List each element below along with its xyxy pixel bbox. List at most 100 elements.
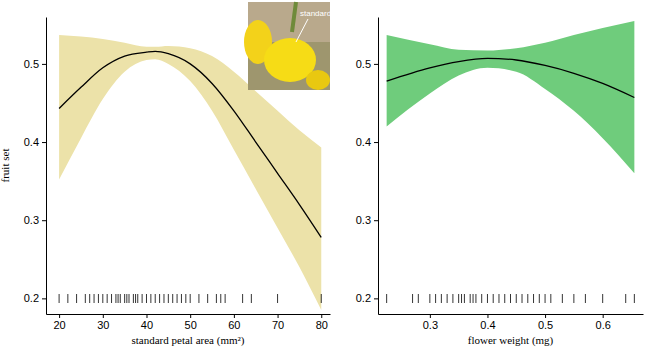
tick: 70 xyxy=(272,314,284,331)
rug-tick xyxy=(550,294,551,303)
rug-tick xyxy=(190,294,191,303)
y-axis-title: fruit set xyxy=(0,149,11,183)
rug-tick xyxy=(85,294,86,303)
confidence-band xyxy=(59,35,321,310)
plot-area xyxy=(387,21,635,303)
tick: 20 xyxy=(53,314,65,331)
rug-tick xyxy=(277,294,278,303)
rug-tick xyxy=(510,294,511,303)
tick-mark xyxy=(487,314,488,318)
rug-tick xyxy=(452,294,453,303)
rug-tick xyxy=(118,294,119,303)
rug-tick xyxy=(516,294,517,303)
rug-tick xyxy=(137,294,138,303)
rug-tick xyxy=(464,294,465,303)
tick: 0.6 xyxy=(596,314,611,331)
tick-mark xyxy=(103,314,104,318)
rug-tick xyxy=(220,294,221,303)
rug-tick xyxy=(441,294,442,303)
tick: 0.3 xyxy=(423,314,438,331)
axis-line xyxy=(47,314,331,315)
rug-tick xyxy=(135,294,136,303)
rug-tick xyxy=(527,294,528,303)
rug-tick xyxy=(67,294,68,303)
rug-tick xyxy=(487,294,488,303)
tick-mark xyxy=(603,314,604,318)
tick: 60 xyxy=(228,314,240,331)
tick: 0.3 xyxy=(24,214,46,226)
tick-label: 40 xyxy=(141,319,153,331)
rug-tick xyxy=(429,294,430,303)
rug-tick xyxy=(504,294,505,303)
rug-tick xyxy=(321,294,322,303)
tick: 0.2 xyxy=(356,292,378,304)
tick-label: 80 xyxy=(316,319,328,331)
rug-tick xyxy=(207,294,208,303)
rug-tick xyxy=(124,294,125,303)
rug-tick xyxy=(102,294,103,303)
rug-tick xyxy=(107,294,108,303)
rug-tick xyxy=(242,294,243,303)
figure: 203040506070800.20.30.40.5standard petal… xyxy=(0,0,655,351)
x-axis-title: standard petal area (mm²) xyxy=(132,334,245,347)
rug-tick xyxy=(461,294,462,303)
rug-tick xyxy=(94,294,95,303)
rug-tick xyxy=(475,294,476,303)
tick-mark xyxy=(374,220,378,221)
inset-stem xyxy=(292,2,296,32)
rug-tick xyxy=(120,294,121,303)
axis-line xyxy=(378,18,379,315)
rug-tick xyxy=(216,294,217,303)
tick: 0.4 xyxy=(356,136,378,148)
tick: 40 xyxy=(141,314,153,331)
rug-tick xyxy=(163,294,164,303)
tick-label: 0.4 xyxy=(356,136,371,148)
tick-mark xyxy=(190,314,191,318)
tick: 0.5 xyxy=(538,314,553,331)
axis-line xyxy=(379,314,644,315)
tick: 50 xyxy=(185,314,197,331)
rug-tick xyxy=(168,294,169,303)
rug-tick xyxy=(129,294,130,303)
rug-tick xyxy=(602,294,603,303)
rug-tick xyxy=(539,294,540,303)
tick-mark xyxy=(374,142,378,143)
rug-tick xyxy=(185,294,186,303)
rug-tick xyxy=(155,294,156,303)
rug-tick xyxy=(142,294,143,303)
rug-tick xyxy=(533,294,534,303)
rug-tick xyxy=(473,294,474,303)
rug-tick xyxy=(172,294,173,303)
inset-pointer xyxy=(296,19,308,42)
rug-tick xyxy=(498,294,499,303)
tick: 0.5 xyxy=(24,58,46,70)
rug-tick xyxy=(634,294,635,303)
inset-petal xyxy=(306,70,330,90)
tick-mark xyxy=(42,64,46,65)
rug-tick xyxy=(181,294,182,303)
rug-tick xyxy=(115,294,116,303)
tick-mark xyxy=(59,314,60,318)
axis-line xyxy=(46,18,47,315)
rug-tick xyxy=(447,294,448,303)
tick-label: 0.2 xyxy=(356,292,371,304)
x-axis-title: flower weight (mg) xyxy=(468,334,554,347)
rug-tick xyxy=(585,294,586,303)
rug-tick xyxy=(150,294,151,303)
tick-mark xyxy=(42,142,46,143)
tick-label: 0.2 xyxy=(24,292,39,304)
rug-tick xyxy=(126,294,127,303)
x-axis: 20304050607080 xyxy=(47,314,331,331)
y-axis: 0.20.30.40.5 xyxy=(24,18,47,315)
rug-tick xyxy=(177,294,178,303)
y-axis: 0.20.30.40.5 xyxy=(356,18,379,315)
rug-tick xyxy=(76,294,77,303)
tick-label: 0.4 xyxy=(480,319,495,331)
rug-tick xyxy=(146,294,147,303)
inset-label: standard xyxy=(300,9,331,18)
rug-tick xyxy=(545,294,546,303)
rug-tick xyxy=(481,294,482,303)
x-axis: 0.3 0.4 0.5 0.6 xyxy=(379,314,644,331)
tick-label: 0.6 xyxy=(596,319,611,331)
tick-label: 0.3 xyxy=(356,214,371,226)
